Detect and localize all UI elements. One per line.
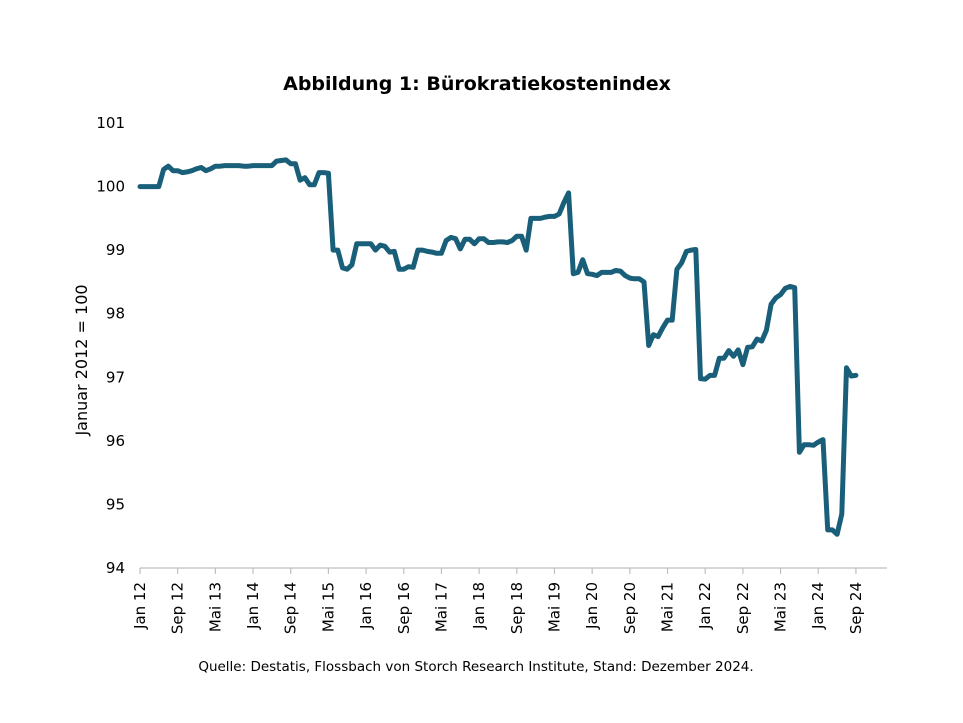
x-tick-label: Mai 13 [206, 582, 224, 632]
x-tick-label: Jan 14 [244, 582, 262, 630]
series-line [137, 157, 859, 537]
x-tick-label: Sep 18 [508, 582, 526, 634]
x-tick-label: Jan 18 [470, 582, 488, 630]
series-layer [137, 157, 859, 537]
x-tick-label: Jan 24 [809, 582, 827, 630]
y-axis-label: Januar 2012 = 100 [72, 284, 91, 436]
x-tick-label: Mai 15 [319, 582, 337, 632]
y-tick-label: 98 [106, 305, 125, 323]
x-tick-label: Mai 19 [545, 582, 563, 632]
x-tick-label: Sep 12 [169, 582, 187, 634]
x-tick-label: Jan 16 [357, 582, 375, 630]
x-tick-label: Mai 23 [772, 582, 790, 632]
x-tick-label: Sep 22 [734, 582, 752, 634]
x-tick-label: Jan 22 [696, 582, 714, 630]
y-tick-label: 100 [96, 178, 125, 196]
x-axis: Jan 12 Sep 12 Mai 13 Jan 14 Sep 14 Mai 15 Jan … [131, 567, 887, 634]
chart-title: Abbildung 1: Bürokratiekostenindex [283, 73, 671, 95]
x-tick-label: Jan 12 [131, 582, 149, 630]
x-tick-label: Sep 20 [621, 582, 639, 634]
y-tick-label: 101 [96, 114, 125, 132]
y-tick-label: 99 [106, 241, 125, 259]
x-tick-label: Sep 14 [282, 582, 300, 634]
x-tick-label: Sep 24 [847, 582, 865, 634]
x-tick-label: Mai 17 [432, 582, 450, 632]
x-tick-label: Jan 20 [583, 582, 601, 630]
y-tick-label: 97 [106, 368, 125, 386]
y-tick-label: 96 [106, 432, 125, 450]
y-tick-label: 95 [106, 495, 125, 513]
y-axis: 94 95 96 97 98 99 100 101 [96, 114, 125, 577]
source-note: Quelle: Destatis, Flossbach von Storch R… [198, 659, 753, 675]
x-tick-label: Mai 21 [659, 582, 677, 632]
x-tick-label: Sep 16 [395, 582, 413, 634]
y-tick-label: 94 [106, 559, 125, 577]
